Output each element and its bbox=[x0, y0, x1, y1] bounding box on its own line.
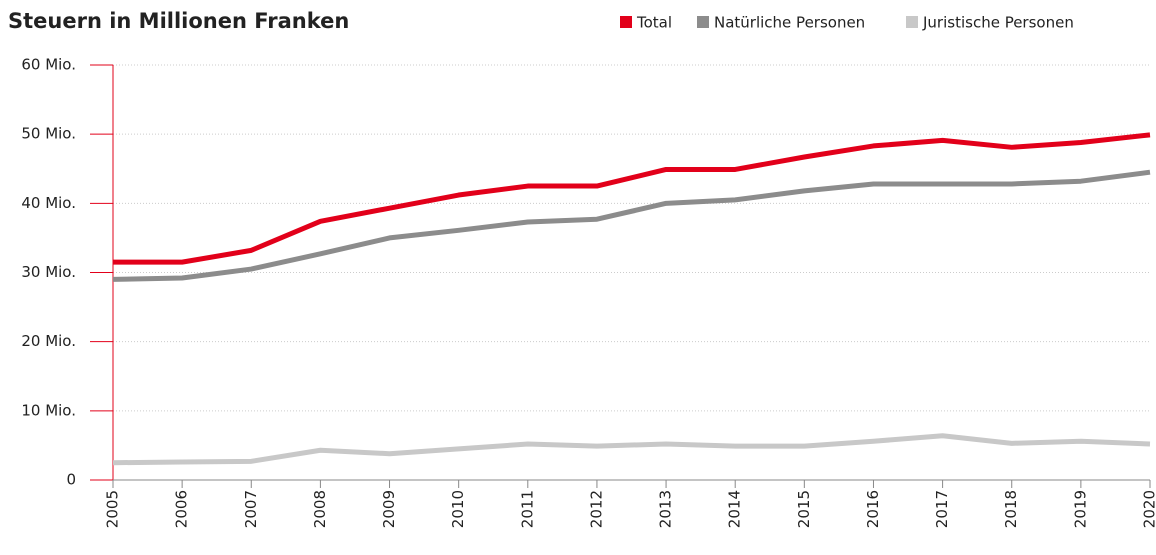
y-tick-label: 50 Mio. bbox=[21, 125, 76, 143]
x-tick-label: 2005 bbox=[104, 490, 122, 528]
x-tick-label: 2011 bbox=[518, 490, 536, 528]
x-tick-label: 2010 bbox=[449, 490, 467, 528]
series-line bbox=[112, 433, 1151, 466]
x-tick-label: 2013 bbox=[657, 490, 675, 528]
series-line bbox=[113, 132, 1151, 265]
x-tick-label: 2012 bbox=[587, 490, 605, 528]
legend-swatch bbox=[697, 16, 709, 28]
y-tick-label: 30 Mio. bbox=[21, 263, 76, 281]
chart-title: Steuern in Millionen Franken bbox=[8, 9, 349, 33]
x-tick-label: 2017 bbox=[933, 490, 951, 528]
legend-swatch bbox=[620, 16, 632, 28]
legend-label: Natürliche Personen bbox=[714, 14, 865, 32]
x-tick-label: 2008 bbox=[311, 490, 329, 528]
legend-label: Juristische Personen bbox=[922, 14, 1074, 32]
y-tick-label: 60 Mio. bbox=[21, 56, 76, 74]
legend-swatch bbox=[906, 16, 918, 28]
x-tick-label: 2020 bbox=[1141, 490, 1156, 528]
y-tick-label: 10 Mio. bbox=[21, 401, 76, 419]
x-tick-label: 2009 bbox=[380, 490, 398, 528]
y-tick-label: 0 bbox=[66, 471, 76, 489]
y-tick-label: 40 Mio. bbox=[21, 194, 76, 212]
x-tick-label: 2019 bbox=[1071, 490, 1089, 528]
x-tick-label: 2014 bbox=[726, 490, 744, 528]
x-tick-label: 2016 bbox=[864, 490, 882, 528]
x-tick-label: 2018 bbox=[1002, 490, 1020, 528]
y-tick-label: 20 Mio. bbox=[21, 332, 76, 350]
x-tick-label: 2015 bbox=[795, 490, 813, 528]
x-tick-label: 2006 bbox=[173, 490, 191, 528]
legend-label: Total bbox=[636, 14, 672, 32]
series-line bbox=[112, 169, 1151, 282]
x-tick-label: 2007 bbox=[242, 490, 260, 528]
